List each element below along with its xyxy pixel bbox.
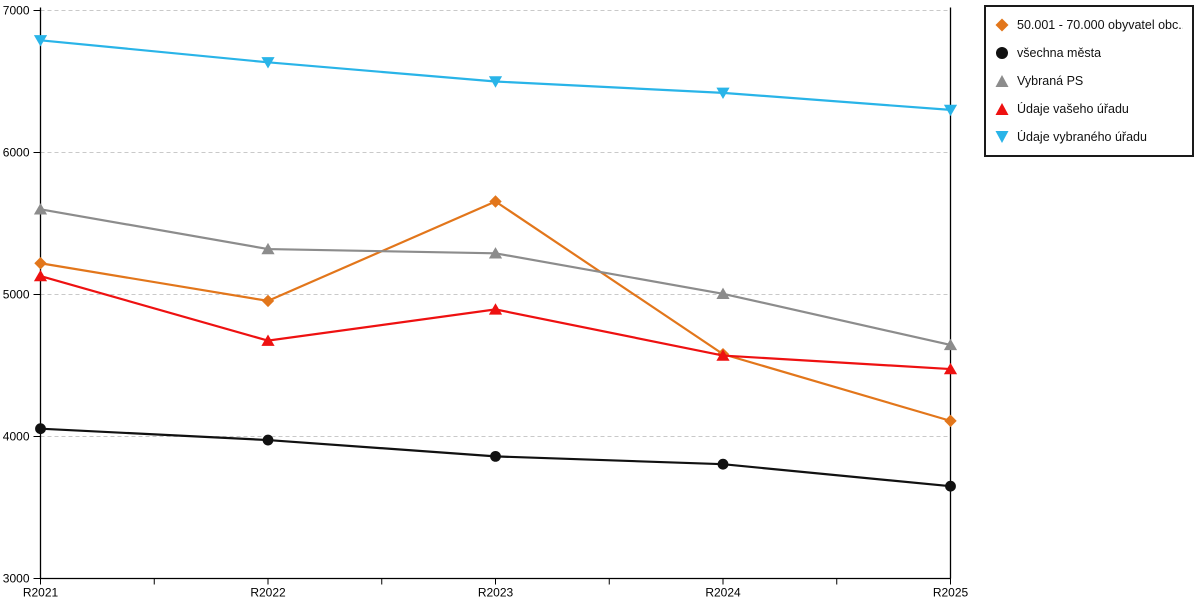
legend-label: Údaje vašeho úřadu (1017, 102, 1129, 116)
y-tick-label: 6000 (3, 146, 30, 160)
data-point (945, 480, 956, 492)
circle-icon (996, 47, 1008, 59)
data-point (261, 57, 275, 69)
data-point (262, 434, 274, 446)
line-chart: 3000 4000 5000 6000 7000 R2021 R2022 R2023 R2024… (3, 4, 969, 600)
triangle-up-icon (995, 103, 1009, 115)
x-tick-label: R2025 (933, 586, 969, 600)
y-tick-label: 3000 (3, 572, 30, 586)
data-point (489, 195, 502, 208)
y-tick-label: 5000 (3, 288, 30, 302)
data-point (35, 423, 46, 435)
data-point (943, 338, 958, 351)
legend-item-50001-70000-obyvatel[interactable]: 50.001 - 70.000 obyvatel obc... (995, 15, 1183, 35)
legend-item-udaje-vybraneho-uradu[interactable]: Údaje vybraného úřadu (995, 127, 1183, 147)
y-tick-label: 7000 (3, 4, 30, 18)
data-point (716, 87, 730, 100)
data-point (261, 294, 275, 308)
data-point (261, 242, 275, 255)
triangle-up-icon (995, 75, 1009, 87)
data-point (34, 257, 47, 270)
legend-item-vsechna-mesta[interactable]: všechna města (995, 43, 1183, 63)
data-point (943, 362, 958, 375)
legend-label: 50.001 - 70.000 obyvatel obc... (1017, 18, 1183, 32)
x-tick-label: R2024 (705, 586, 741, 600)
data-point (261, 334, 275, 346)
data-point (33, 203, 48, 215)
data-point (488, 76, 503, 88)
legend-label: Údaje vybraného úřadu (1017, 130, 1147, 144)
triangle-down-icon (995, 131, 1009, 143)
legend-label: Vybraná PS (1017, 74, 1084, 88)
data-point (490, 450, 501, 462)
diamond-icon (995, 18, 1009, 32)
x-tick-label: R2022 (250, 586, 286, 600)
chart-legend: 50.001 - 70.000 obyvatel obc... všechna … (984, 5, 1194, 157)
series-line-2 (40, 208, 951, 346)
legend-label: všechna města (1017, 46, 1102, 60)
data-point (716, 287, 730, 299)
data-point (488, 247, 503, 259)
legend-item-vybrana-ps[interactable]: Vybraná PS (995, 71, 1183, 91)
data-point (717, 458, 729, 470)
data-point (944, 414, 957, 428)
x-tick-label: R2021 (23, 586, 59, 600)
series-line-4 (40, 39, 951, 111)
data-point (33, 35, 48, 47)
data-point (488, 303, 503, 315)
data-point (716, 349, 730, 361)
data-point (943, 104, 958, 117)
x-tick-label: R2023 (478, 586, 514, 600)
y-tick-label: 4000 (3, 430, 30, 444)
series-line-3 (40, 274, 951, 371)
legend-item-udaje-vaseho-uradu[interactable]: Údaje vašeho úřadu (995, 99, 1183, 119)
data-point (33, 269, 48, 282)
